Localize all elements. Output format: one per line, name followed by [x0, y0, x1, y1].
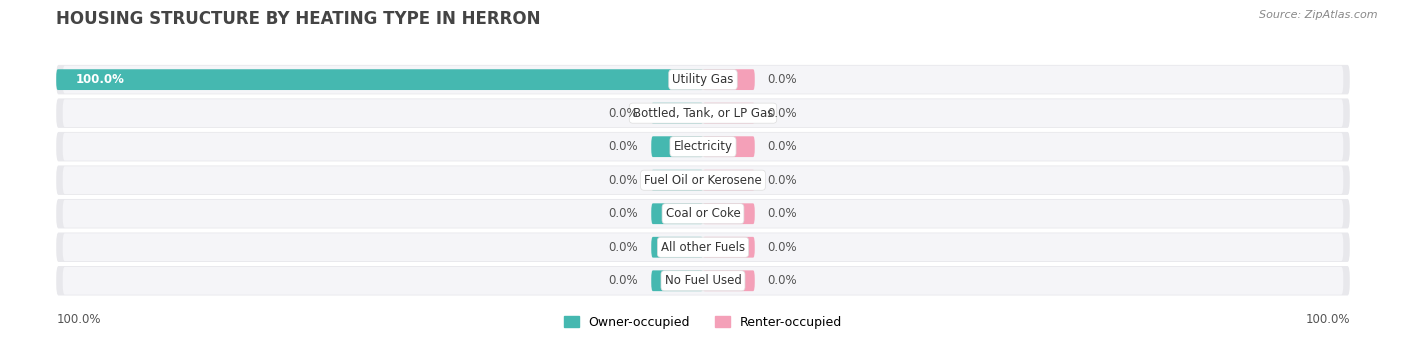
Text: 100.0%: 100.0% [56, 313, 101, 326]
FancyBboxPatch shape [703, 69, 755, 90]
FancyBboxPatch shape [63, 66, 1343, 94]
FancyBboxPatch shape [63, 99, 1343, 127]
Text: Utility Gas: Utility Gas [672, 73, 734, 86]
Text: Bottled, Tank, or LP Gas: Bottled, Tank, or LP Gas [633, 107, 773, 120]
Text: 0.0%: 0.0% [768, 140, 797, 153]
FancyBboxPatch shape [651, 170, 703, 191]
FancyBboxPatch shape [651, 136, 703, 157]
FancyBboxPatch shape [56, 98, 1350, 128]
Text: 0.0%: 0.0% [768, 207, 797, 220]
Text: 0.0%: 0.0% [609, 174, 638, 187]
Text: 0.0%: 0.0% [609, 107, 638, 120]
FancyBboxPatch shape [56, 132, 1350, 162]
FancyBboxPatch shape [56, 166, 1350, 195]
FancyBboxPatch shape [63, 233, 1343, 261]
FancyBboxPatch shape [56, 199, 1350, 228]
FancyBboxPatch shape [703, 270, 755, 291]
FancyBboxPatch shape [56, 69, 703, 90]
Text: No Fuel Used: No Fuel Used [665, 274, 741, 287]
Text: Coal or Coke: Coal or Coke [665, 207, 741, 220]
FancyBboxPatch shape [56, 233, 1350, 262]
Text: All other Fuels: All other Fuels [661, 241, 745, 254]
FancyBboxPatch shape [703, 203, 755, 224]
Text: 0.0%: 0.0% [768, 274, 797, 287]
FancyBboxPatch shape [651, 237, 703, 258]
FancyBboxPatch shape [63, 133, 1343, 160]
Text: 0.0%: 0.0% [609, 207, 638, 220]
FancyBboxPatch shape [703, 170, 755, 191]
Text: HOUSING STRUCTURE BY HEATING TYPE IN HERRON: HOUSING STRUCTURE BY HEATING TYPE IN HER… [56, 10, 541, 28]
FancyBboxPatch shape [63, 166, 1343, 194]
Text: 0.0%: 0.0% [768, 241, 797, 254]
Legend: Owner-occupied, Renter-occupied: Owner-occupied, Renter-occupied [558, 311, 848, 334]
Text: 100.0%: 100.0% [76, 73, 125, 86]
Text: 0.0%: 0.0% [768, 174, 797, 187]
FancyBboxPatch shape [703, 136, 755, 157]
Text: 0.0%: 0.0% [609, 140, 638, 153]
Text: 0.0%: 0.0% [768, 107, 797, 120]
Text: Fuel Oil or Kerosene: Fuel Oil or Kerosene [644, 174, 762, 187]
FancyBboxPatch shape [56, 65, 1350, 95]
Text: Electricity: Electricity [673, 140, 733, 153]
FancyBboxPatch shape [56, 266, 1350, 295]
Text: 100.0%: 100.0% [1305, 313, 1350, 326]
FancyBboxPatch shape [651, 270, 703, 291]
FancyBboxPatch shape [651, 103, 703, 123]
Text: 0.0%: 0.0% [609, 274, 638, 287]
Text: Source: ZipAtlas.com: Source: ZipAtlas.com [1260, 10, 1378, 20]
FancyBboxPatch shape [703, 103, 755, 123]
FancyBboxPatch shape [703, 237, 755, 258]
FancyBboxPatch shape [63, 200, 1343, 228]
Text: 0.0%: 0.0% [768, 73, 797, 86]
FancyBboxPatch shape [651, 203, 703, 224]
Text: 0.0%: 0.0% [609, 241, 638, 254]
FancyBboxPatch shape [63, 267, 1343, 295]
